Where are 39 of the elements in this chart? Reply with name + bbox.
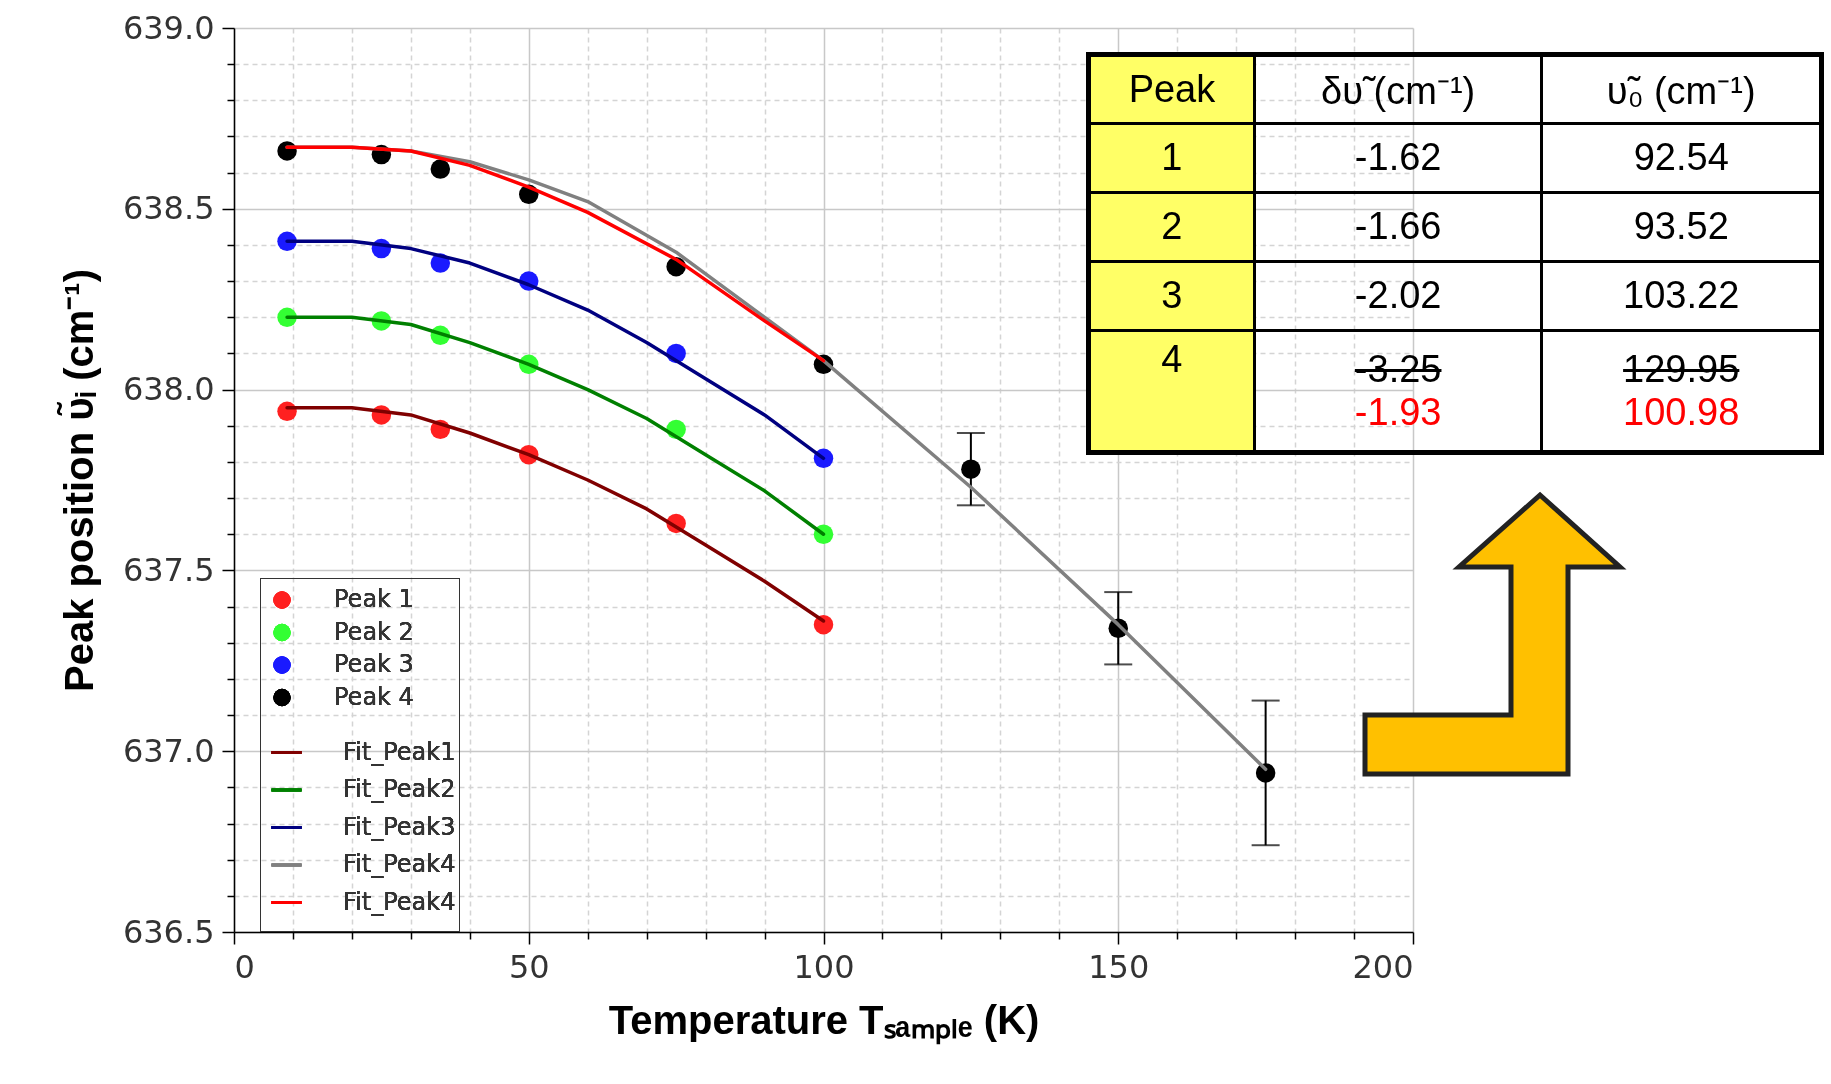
text: υ̃₀ (cm⁻¹) [1606, 70, 1756, 113]
legend-label: Fit_Peak3 [343, 812, 456, 841]
x-axis-title: Temperature Tₛₐₘₚₗₑ (K) [608, 997, 1040, 1045]
legend-label: Peak 4 [334, 682, 414, 711]
text: 103.22 [1623, 274, 1740, 317]
y-tick-label: 638.5 [122, 189, 215, 228]
x-tick-label: 100 [793, 947, 855, 986]
annotation: -2.02 [1354, 274, 1442, 317]
text: 100.98 [1623, 390, 1740, 433]
legend-label: Peak 1 [334, 585, 414, 613]
x-tick-label: 200 [1352, 947, 1414, 986]
annotation: Peak [1128, 67, 1216, 110]
x-tick-label: 150 [1088, 947, 1150, 986]
y-axis-title: Peak position υ̃ᵢ (cm⁻¹) [55, 269, 101, 692]
x-tick-label: 0 [234, 947, 255, 986]
annotation: 1 [1161, 136, 1183, 179]
legend-label: Fit_Peak2 [343, 775, 456, 803]
annotation: 3 [1161, 274, 1183, 317]
x-tick-label: 50 [508, 947, 550, 986]
legend-label: Fit_Peak4 [343, 850, 456, 878]
y-tick-label: 636.5 [122, 912, 215, 951]
annotation: -1.62 [1354, 136, 1442, 179]
y-tick-label: 637.0 [122, 731, 215, 770]
legend-label: Peak 3 [334, 650, 414, 678]
annotation: 4 [1161, 337, 1183, 380]
legend-label: Fit_Peak4 [343, 887, 456, 916]
y-tick-label: 639.0 [122, 8, 215, 47]
annotation: -1.66 [1354, 205, 1442, 248]
legend-label: Peak 2 [334, 617, 414, 646]
text: 129.95 [1623, 347, 1740, 390]
annotation: -1.93 [1354, 390, 1442, 433]
annotation: δυ̃ (cm⁻¹) [1321, 70, 1476, 113]
text: 93.52 [1633, 205, 1729, 248]
legend-label: Fit_Peak1 [343, 737, 456, 766]
y-tick-label: 638.0 [122, 370, 215, 409]
annotation: -3.25 [1354, 347, 1442, 390]
annotation: 2 [1161, 205, 1183, 248]
text: 92.54 [1633, 136, 1729, 179]
y-tick-label: 637.5 [122, 550, 215, 589]
